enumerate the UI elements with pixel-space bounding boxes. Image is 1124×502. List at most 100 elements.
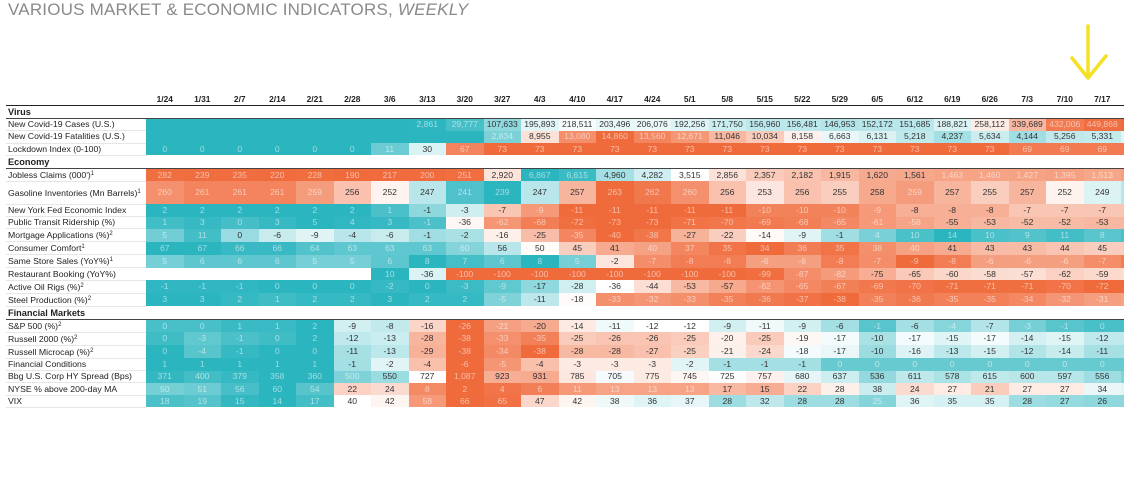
heatmap-cell: -12 xyxy=(333,332,371,346)
heatmap-cell: 73 xyxy=(671,143,709,156)
heatmap-cell: -10 xyxy=(858,332,896,346)
column-header: 7/17 xyxy=(1083,92,1121,106)
heatmap-cell: 69 xyxy=(1083,143,1121,156)
indicator-label: Consumer Comfort1 xyxy=(6,241,146,256)
heatmap-cell: -6 xyxy=(783,254,821,268)
heatmap-cell: -6 xyxy=(258,228,296,242)
heatmap-cell: -16 xyxy=(896,345,934,359)
heatmap-cell: 261 xyxy=(221,181,259,205)
heatmap-cell: -58 xyxy=(896,216,934,229)
heatmap-cell: 8 xyxy=(521,254,559,268)
heatmap-cell: 11 xyxy=(1046,228,1084,242)
heatmap-cell: -1 xyxy=(221,345,259,359)
heatmap-cell: -16 xyxy=(408,319,446,333)
heatmap-cell: 45 xyxy=(1083,241,1121,255)
heatmap-cell: 1 xyxy=(183,358,221,371)
heatmap-cell: 2 xyxy=(258,204,296,217)
heatmap-cell: 247 xyxy=(408,181,446,205)
indicator-label: Mortgage Applications (%)2 xyxy=(6,228,146,243)
heatmap-cell: -1 xyxy=(183,280,221,294)
heatmap-cell: 35 xyxy=(971,395,1009,408)
heatmap-cell: 38 xyxy=(858,241,896,255)
heatmap-cell: 0 xyxy=(1046,358,1084,371)
heatmap-cell: -7 xyxy=(1083,254,1121,268)
indicator-row: Gasoline Inventories (Mn Barrels)1 260 261… xyxy=(6,181,1124,205)
indicator-label-text: Lockdown Index (0-100) xyxy=(8,143,102,154)
heatmap-cell: 58 xyxy=(408,395,446,408)
heatmap-cell xyxy=(258,130,296,144)
heatmap-cell xyxy=(333,267,371,281)
heatmap-cell: -1 xyxy=(221,332,259,346)
heatmap-cell: -4 xyxy=(521,358,559,371)
heatmap-cell: -8 xyxy=(821,254,859,268)
heatmap-cell: 69 xyxy=(1008,143,1046,156)
heatmap-cell: -7 xyxy=(483,204,521,217)
heatmap-cell: 11 xyxy=(371,143,409,156)
heatmap-cell: 38 xyxy=(596,395,634,408)
heatmap-cell: -36 xyxy=(446,216,484,229)
heatmap-cell: 1 xyxy=(258,319,296,333)
heatmap-cell: 35 xyxy=(1121,382,1124,396)
heatmap-cell: 56 xyxy=(483,241,521,255)
indicator-row: Public Transit Ridership (%) 1 3 0 3 5 4 3 -1 -36… xyxy=(6,216,1124,230)
heatmap-cell xyxy=(258,267,296,281)
heatmap-cell: 6 xyxy=(371,254,409,268)
heatmap-cell xyxy=(333,130,371,144)
heatmap-cell: 680 xyxy=(783,370,821,383)
heatmap-cell: 73 xyxy=(783,143,821,156)
heatmap-cell: 10 xyxy=(371,267,409,281)
heatmap-cell: 228 xyxy=(296,168,334,182)
heatmap-cell: 200 xyxy=(408,168,446,182)
column-header: 5/8 xyxy=(708,92,746,106)
heatmap-cell: 1 xyxy=(146,216,184,229)
indicator-row: Russell Microcap (%)2 0 -4 -1 0 0 -11 -13 -29 -38… xyxy=(6,345,1124,359)
heatmap-cell: -5 xyxy=(483,293,521,307)
heatmap-cell: 249 xyxy=(1083,181,1121,205)
indicator-label: New York Fed Economic Index xyxy=(6,204,146,218)
heatmap-cell: 785 xyxy=(558,370,596,383)
heatmap-cell: 67 xyxy=(446,143,484,156)
indicator-row: Active Oil Rigs (%)2 -1 -1 -1 0 0 0 -2 0 -3 -9 -17-… xyxy=(6,280,1124,294)
heatmap-cell: 1 xyxy=(258,358,296,371)
chart-title: VARIOUS MARKET & ECONOMIC INDICATORS, WE… xyxy=(8,0,468,20)
heatmap-cell: 56 xyxy=(221,382,259,396)
heatmap-cell: 13 xyxy=(633,382,671,396)
heatmap-cell xyxy=(146,118,184,131)
heatmap-cell: -22 xyxy=(708,228,746,242)
heatmap-cell: -87 xyxy=(783,267,821,281)
heatmap-cell: -53 xyxy=(1121,216,1124,229)
heatmap-cell: 0 xyxy=(1008,358,1046,371)
column-header: 2/7 xyxy=(221,92,259,106)
heatmap-cell: -6 xyxy=(446,358,484,371)
heatmap-cell: -11 xyxy=(708,204,746,217)
heatmap-cell: 5 xyxy=(296,254,334,268)
heatmap-cell: -65 xyxy=(821,216,859,229)
heatmap-cell: 256 xyxy=(708,181,746,205)
column-header: 1/31 xyxy=(183,92,221,106)
heatmap-cell: 3,515 xyxy=(671,168,709,182)
heatmap-cell: 255 xyxy=(821,181,859,205)
heatmap-cell: -4 xyxy=(183,345,221,359)
heatmap-cell: 3 xyxy=(371,293,409,307)
heatmap-cell: -36 xyxy=(746,293,784,307)
heatmap-cell: 73 xyxy=(708,143,746,156)
column-header: 4/3 xyxy=(521,92,559,106)
heatmap-cell: -8 xyxy=(933,204,971,217)
heatmap-cell: 45 xyxy=(558,241,596,255)
heatmap-cell: -13 xyxy=(933,345,971,359)
heatmap-cell: -28 xyxy=(596,345,634,359)
heatmap-cell: 73 xyxy=(633,143,671,156)
heatmap-cell: 28 xyxy=(821,382,859,396)
indicator-row: VIX 18 19 15 14 17 40 42 58 66 65 47 42 38 36 37 28 32 28 2… xyxy=(6,395,1124,408)
heatmap-cell: 8,158 xyxy=(783,130,821,144)
indicator-label: Same Store Sales (YoY%)1 xyxy=(6,254,146,269)
heatmap-cell: 0 xyxy=(296,280,334,294)
heatmap-cell: 188,821 xyxy=(933,118,971,131)
heatmap-cell: 637 xyxy=(821,370,859,383)
section-title: Economy xyxy=(6,155,1124,169)
heatmap-cell: 2 xyxy=(221,204,259,217)
heatmap-cell: 34 xyxy=(1083,382,1121,396)
heatmap-cell: 0 xyxy=(146,332,184,346)
heatmap-cell: -72 xyxy=(1121,280,1124,294)
heatmap-cell: 206,076 xyxy=(633,118,671,131)
